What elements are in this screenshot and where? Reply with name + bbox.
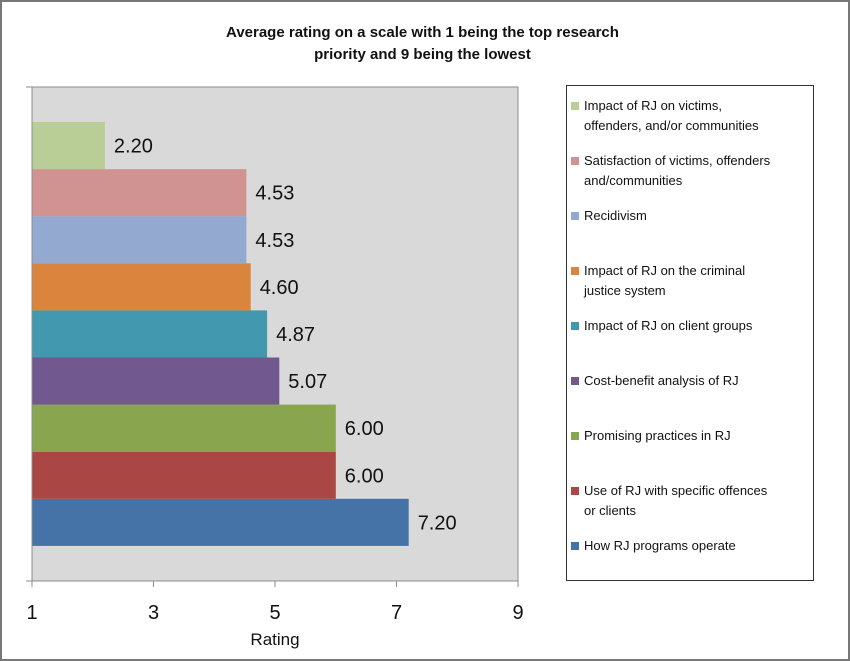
legend-label: How RJ programs operate [584,536,794,556]
legend-label-line-2: offenders, and/or communities [584,118,759,133]
bar [32,122,105,170]
bar [32,498,409,546]
legend-label: Impact of RJ on victims, offenders, and/o… [584,96,794,136]
bar [32,216,247,264]
x-axis-tick-label: 9 [512,602,523,624]
bar-value-label: 6.00 [345,418,384,440]
legend: Impact of RJ on victims, offenders, and/o… [566,85,814,581]
legend-item: Recidivism [567,206,794,226]
bar [32,263,251,311]
chart-title-line-2: priority and 9 being the lowest [314,46,531,63]
bar [32,404,336,452]
legend-label: Promising practices in RJ [584,426,794,446]
x-axis-tick-label: 5 [269,602,280,624]
x-axis-tick-label: 1 [26,602,37,624]
bar-value-label: 4.60 [260,277,299,299]
legend-label-line-1: How RJ programs operate [584,538,736,553]
legend-item: How RJ programs operate [567,536,794,556]
legend-swatch [571,102,579,110]
bar-value-label: 7.20 [418,512,457,534]
bar-value-label: 2.20 [114,136,153,158]
y-axis [26,86,33,582]
legend-swatch [571,487,579,495]
value-labels-group: 7.20 6.00 6.00 5.07 4.87 4.60 4.53 4.53 2.20 [114,136,457,535]
bar-value-label: 4.53 [255,230,294,252]
x-axis-title: Rating [250,630,299,649]
legend-swatch [571,157,579,165]
legend-label-line-1: Recidivism [584,208,647,223]
bar-value-label: 4.87 [276,324,315,346]
legend-item: Promising practices in RJ [567,426,794,446]
legend-item: Cost-benefit analysis of RJ [567,371,794,391]
legend-swatch [571,432,579,440]
legend-label: Impact of RJ on client groups [584,316,794,336]
legend-label-line-1: Promising practices in RJ [584,428,731,443]
legend-label-line-1: Impact of RJ on victims, [584,98,722,113]
legend-label-line-2: or clients [584,503,637,518]
bar-value-label: 5.07 [288,371,327,393]
legend-label-line-2: and/communities [584,173,683,188]
legend-item: Impact of RJ on client groups [567,316,794,336]
legend-label: Cost-benefit analysis of RJ [584,371,794,391]
legend-label: Use of RJ with specific offences or clien… [584,481,794,521]
legend-label: Impact of RJ on the criminal justice syst… [584,261,794,301]
legend-label-line-1: Use of RJ with specific offences [584,483,768,498]
legend-label-line-1: Impact of RJ on the criminal [584,263,746,278]
x-axis-tick-label: 3 [148,602,159,624]
legend-swatch [571,212,579,220]
bar [32,310,268,358]
legend-item: Impact of RJ on victims, offenders, and/o… [567,96,794,136]
legend-item: Use of RJ with specific offences or clien… [567,481,794,521]
x-axis: 1 3 5 7 9 [26,580,524,624]
legend-swatch [571,322,579,330]
chart-title: Average rating on a scale with 1 being t… [150,22,695,66]
bar [32,451,336,499]
legend-label-line-2: justice system [584,283,666,298]
legend-swatch [571,377,579,385]
legend-swatch [571,267,579,275]
legend-item: Impact of RJ on the criminal justice syst… [567,261,794,301]
chart-title-line-1: Average rating on a scale with 1 being t… [226,24,619,41]
bar-value-label: 4.53 [255,183,294,205]
bar [32,169,247,217]
legend-swatch [571,542,579,550]
legend-label-line-1: Impact of RJ on client groups [584,318,753,333]
legend-item: Satisfaction of victims, offenders and/co… [567,151,794,191]
x-axis-tick-label: 7 [391,602,402,624]
legend-label-line-1: Satisfaction of victims, offenders [584,153,771,168]
legend-label: Satisfaction of victims, offenders and/co… [584,151,794,191]
bar [32,357,280,405]
legend-label: Recidivism [584,206,794,226]
bar-value-label: 6.00 [345,465,384,487]
bars-group [32,122,409,546]
legend-label-line-1: Cost-benefit analysis of RJ [584,373,739,388]
